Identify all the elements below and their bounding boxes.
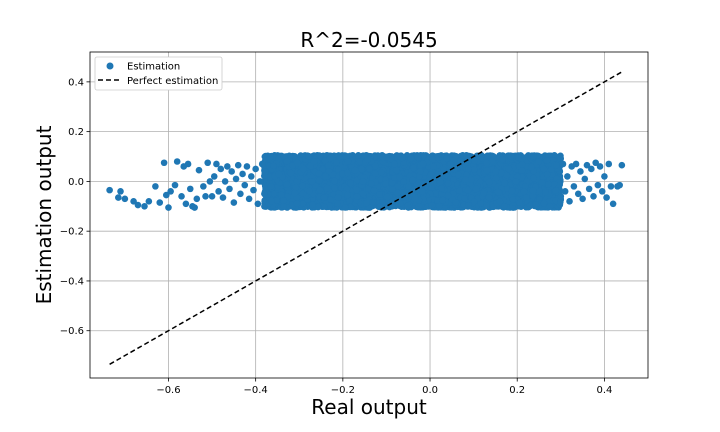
plot-background <box>90 52 648 378</box>
estimation-points <box>106 151 626 211</box>
chart-title: R^2=-0.0545 <box>300 28 437 52</box>
plot-area <box>89 51 649 379</box>
